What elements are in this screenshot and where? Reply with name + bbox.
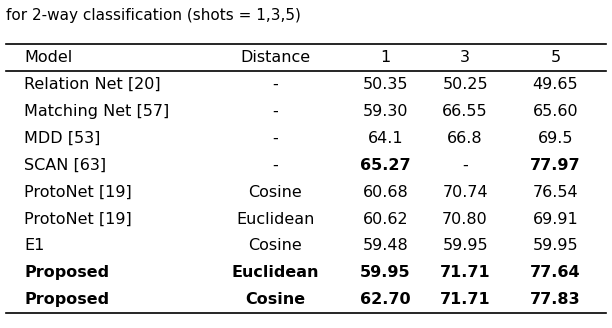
Text: Model: Model — [24, 50, 73, 65]
Text: ProtoNet [19]: ProtoNet [19] — [24, 185, 132, 200]
Text: Distance: Distance — [241, 50, 310, 65]
Text: -: - — [272, 77, 278, 92]
Text: 3: 3 — [460, 50, 470, 65]
Text: 65.60: 65.60 — [532, 104, 578, 119]
Text: 76.54: 76.54 — [532, 185, 578, 200]
Text: 65.27: 65.27 — [360, 158, 411, 173]
Text: 62.70: 62.70 — [360, 292, 411, 307]
Text: Euclidean: Euclidean — [236, 212, 315, 227]
Text: 70.74: 70.74 — [442, 185, 488, 200]
Text: 50.25: 50.25 — [442, 77, 488, 92]
Text: 50.35: 50.35 — [363, 77, 408, 92]
Text: 59.95: 59.95 — [532, 238, 578, 254]
Text: 59.95: 59.95 — [360, 265, 411, 280]
Text: Matching Net [57]: Matching Net [57] — [24, 104, 170, 119]
Text: 69.5: 69.5 — [537, 131, 573, 146]
Text: MDD [53]: MDD [53] — [24, 131, 101, 146]
Text: Proposed: Proposed — [24, 265, 110, 280]
Text: 77.97: 77.97 — [530, 158, 581, 173]
Text: 77.64: 77.64 — [530, 265, 581, 280]
Text: ProtoNet [19]: ProtoNet [19] — [24, 212, 132, 227]
Text: 60.62: 60.62 — [363, 212, 408, 227]
Text: for 2-way classification (shots = 1,3,5): for 2-way classification (shots = 1,3,5) — [6, 8, 301, 23]
Text: -: - — [272, 104, 278, 119]
Text: Proposed: Proposed — [24, 292, 110, 307]
Text: -: - — [462, 158, 468, 173]
Text: E1: E1 — [24, 238, 45, 254]
Text: 1: 1 — [381, 50, 390, 65]
Text: 59.48: 59.48 — [363, 238, 408, 254]
Text: Cosine: Cosine — [245, 292, 305, 307]
Text: 77.83: 77.83 — [530, 292, 581, 307]
Text: 66.55: 66.55 — [442, 104, 488, 119]
Text: 59.30: 59.30 — [363, 104, 408, 119]
Text: -: - — [272, 158, 278, 173]
Text: 59.95: 59.95 — [442, 238, 488, 254]
Text: Euclidean: Euclidean — [232, 265, 319, 280]
Text: 64.1: 64.1 — [368, 131, 403, 146]
Text: 71.71: 71.71 — [440, 265, 490, 280]
Text: 70.80: 70.80 — [442, 212, 488, 227]
Text: SCAN [63]: SCAN [63] — [24, 158, 106, 173]
Text: 5: 5 — [550, 50, 561, 65]
Text: 60.68: 60.68 — [363, 185, 408, 200]
Text: 71.71: 71.71 — [440, 292, 490, 307]
Text: -: - — [272, 131, 278, 146]
Text: Cosine: Cosine — [248, 185, 302, 200]
Text: Relation Net [20]: Relation Net [20] — [24, 77, 161, 92]
Text: 69.91: 69.91 — [532, 212, 578, 227]
Text: 49.65: 49.65 — [532, 77, 578, 92]
Text: 66.8: 66.8 — [447, 131, 483, 146]
Text: Cosine: Cosine — [248, 238, 302, 254]
